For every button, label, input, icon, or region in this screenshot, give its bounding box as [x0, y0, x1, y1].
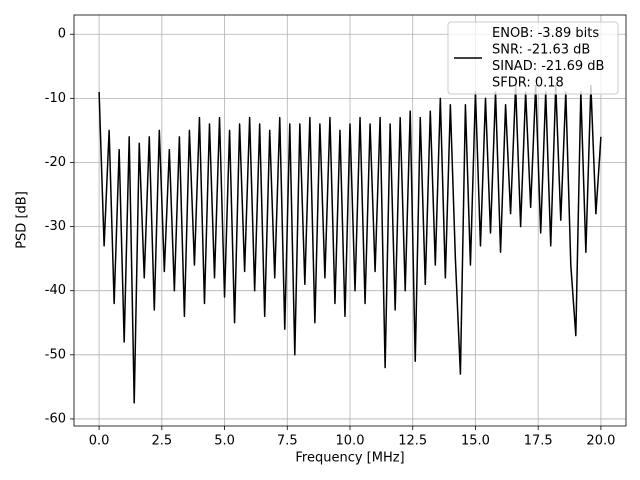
legend-label: ENOB: -3.89 bits SNR: -21.63 dB SINAD: -21… [492, 26, 604, 91]
y-axis-label: PSD [dB] [15, 191, 30, 249]
x-tick-label: 20.0 [586, 434, 615, 449]
y-tick-label: -10 [45, 91, 66, 106]
y-tick-label: 0 [58, 27, 66, 42]
y-tick-label: -40 [45, 283, 66, 298]
y-tick-label: -50 [45, 347, 66, 362]
y-tick-label: -30 [45, 219, 66, 234]
x-axis-label: Frequency [MHz] [295, 451, 404, 466]
y-tick-label: -60 [45, 411, 66, 426]
y-tick-label: -20 [45, 155, 66, 170]
plot-frame [73, 14, 627, 427]
x-tick-label: 12.5 [398, 434, 427, 449]
x-tick-label: 2.5 [151, 434, 172, 449]
x-tick-label: 0.0 [89, 434, 110, 449]
x-tick-label: 10.0 [336, 434, 365, 449]
x-tick-label: 15.0 [461, 434, 490, 449]
x-tick-label: 7.5 [277, 434, 298, 449]
x-tick-label: 17.5 [524, 434, 553, 449]
psd-line [98, 84, 602, 404]
x-tick-label: 5.0 [214, 434, 235, 449]
legend-box [447, 21, 619, 95]
